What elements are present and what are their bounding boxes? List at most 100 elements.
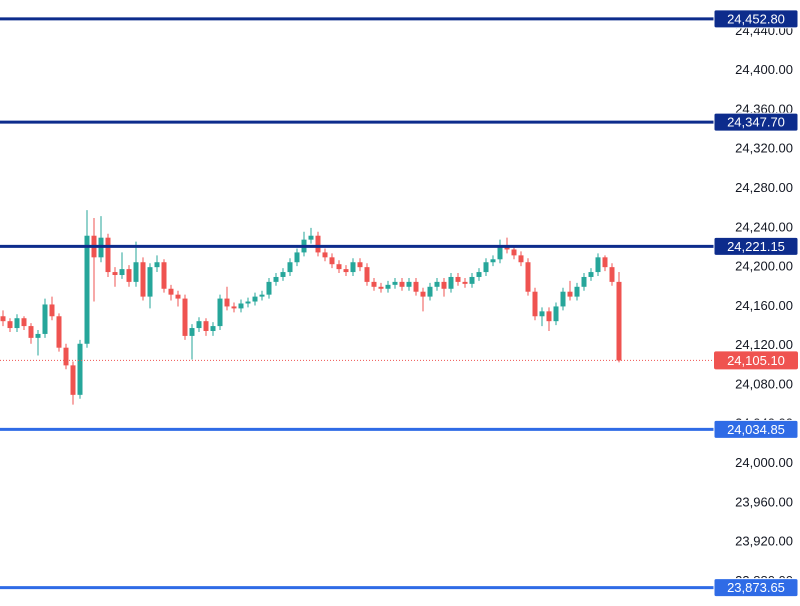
candle-body (553, 306, 559, 322)
candle-body (336, 264, 342, 270)
candle-body (455, 276, 461, 282)
candle-body (504, 247, 510, 250)
candle-body (252, 296, 258, 302)
candle-body (224, 298, 230, 307)
candle-body (14, 318, 20, 329)
candle-body (581, 276, 587, 287)
candle-body (539, 311, 545, 317)
candle-body (77, 343, 83, 395)
candle-body (28, 326, 34, 338)
candle-body (441, 281, 447, 289)
level-tag (713, 236, 799, 256)
candle-body (476, 272, 482, 277)
candle-body (238, 303, 244, 309)
candle-body (413, 281, 419, 292)
candle-body (203, 321, 209, 331)
candle-body (490, 259, 496, 263)
candle-body (168, 288, 174, 295)
candle-body (259, 294, 265, 297)
candle-body (287, 262, 293, 273)
candle-body (406, 281, 412, 287)
level-label: 24,221.15 (727, 239, 785, 254)
candle-body (21, 318, 27, 327)
candle-body (602, 257, 608, 268)
candle-body (357, 262, 363, 268)
candle-body (560, 291, 566, 307)
candle-body (63, 347, 69, 366)
last-price-tag (714, 351, 798, 370)
candle-body (483, 262, 489, 273)
candle-body (126, 269, 132, 282)
candle-body (574, 286, 580, 297)
level-label: 24,034.85 (727, 422, 785, 437)
candle-body (567, 291, 573, 297)
candle-body (189, 328, 195, 336)
y-tick-label: 24,240.00 (735, 219, 793, 234)
candle-body (105, 237, 111, 273)
candle-body (371, 281, 377, 287)
candle-body (280, 272, 286, 277)
candle-body (378, 286, 384, 289)
candle-body (434, 281, 440, 287)
y-tick-label: 23,920.00 (735, 534, 793, 549)
candle-body (140, 262, 146, 297)
candle-body (469, 276, 475, 284)
candle-body (385, 284, 391, 289)
candle-body (7, 321, 13, 329)
candle-body (35, 333, 41, 338)
candle-body (588, 272, 594, 277)
candle-body (266, 281, 272, 295)
candle-body (196, 321, 202, 329)
candle-body (245, 301, 251, 304)
candle-body (329, 257, 335, 265)
candle-body (518, 255, 524, 263)
candle-body (84, 235, 90, 344)
candle-body (0, 316, 6, 322)
candle-body (182, 298, 188, 336)
candle-body (462, 281, 468, 284)
candle-body (448, 276, 454, 289)
candle-body (315, 235, 321, 253)
candle-body (497, 247, 503, 260)
candle-body (161, 262, 167, 289)
y-tick-label: 24,200.00 (735, 259, 793, 274)
candle-body (217, 298, 223, 327)
candle-body (175, 294, 181, 299)
candle-body (112, 272, 118, 276)
candle-body (231, 306, 237, 309)
y-tick-label: 24,320.00 (735, 141, 793, 156)
y-tick-label: 24,160.00 (735, 298, 793, 313)
level-label: 24,347.70 (727, 115, 785, 130)
candle-body (546, 311, 552, 322)
candle-body (511, 249, 517, 256)
candle-body (154, 262, 160, 268)
candle-body (56, 316, 62, 348)
candle-body (42, 304, 48, 334)
candle-body (133, 262, 139, 282)
y-tick-label: 23,960.00 (735, 494, 793, 509)
candle-body (210, 326, 216, 331)
candle-body (532, 291, 538, 317)
candle-body (273, 276, 279, 282)
y-tick-label: 24,400.00 (735, 62, 793, 77)
candle-body (350, 262, 356, 273)
y-tick-label: 24,000.00 (735, 455, 793, 470)
level-tag (713, 112, 799, 132)
candle-body (420, 291, 426, 297)
candle-body (343, 269, 349, 273)
candle-body (392, 281, 398, 285)
level-label: 24,452.80 (727, 11, 785, 26)
candle-body (119, 269, 125, 276)
level-tag (713, 419, 799, 439)
candle-body (616, 281, 622, 361)
level-tag (713, 9, 799, 29)
candle-body (364, 267, 370, 282)
y-tick-label: 24,120.00 (735, 337, 793, 352)
level-tag (713, 578, 799, 598)
candle-body (525, 262, 531, 292)
last-price-label: 24,105.10 (727, 353, 785, 368)
candle-body (609, 267, 615, 282)
candle-body (294, 252, 300, 263)
